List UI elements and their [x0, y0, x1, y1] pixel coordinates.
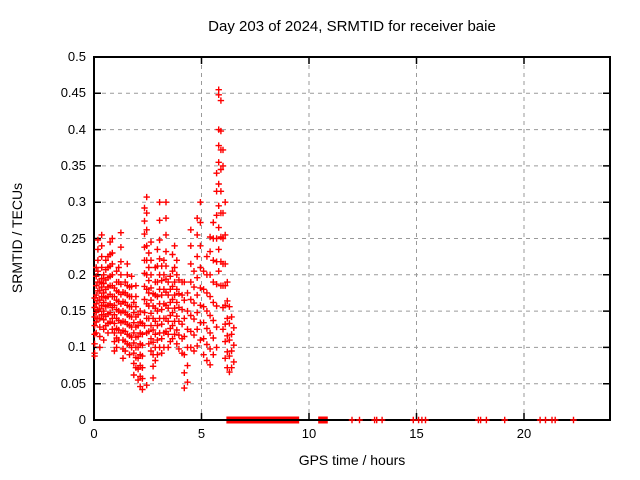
scatter-points [91, 86, 577, 424]
y-tick-label: 0.15 [60, 303, 86, 319]
x-axis-label: GPS time / hours [298, 452, 406, 468]
x-tick-label: 5 [197, 426, 206, 441]
x-tick-label: 20 [516, 426, 532, 441]
chart-title: Day 203 of 2024, SRMTID for receiver bai… [208, 18, 496, 35]
x-tick-label: 10 [301, 426, 317, 441]
y-tick-label: 0.5 [67, 49, 86, 64]
y-tick-label: 0.2 [67, 266, 86, 282]
y-tick-label: 0.4 [67, 121, 86, 137]
y-tick-label: 0.35 [60, 157, 86, 173]
y-tick-label: 0.25 [60, 230, 86, 246]
y-tick-label: 0 [78, 412, 86, 427]
x-tick-label: 15 [409, 426, 424, 441]
y-tick-label: 0.45 [60, 85, 86, 101]
y-tick-label: 0.1 [67, 339, 86, 355]
x-tick-label: 0 [90, 426, 98, 441]
y-tick-label: 0.3 [67, 194, 86, 210]
y-tick-label: 0.05 [60, 375, 86, 391]
